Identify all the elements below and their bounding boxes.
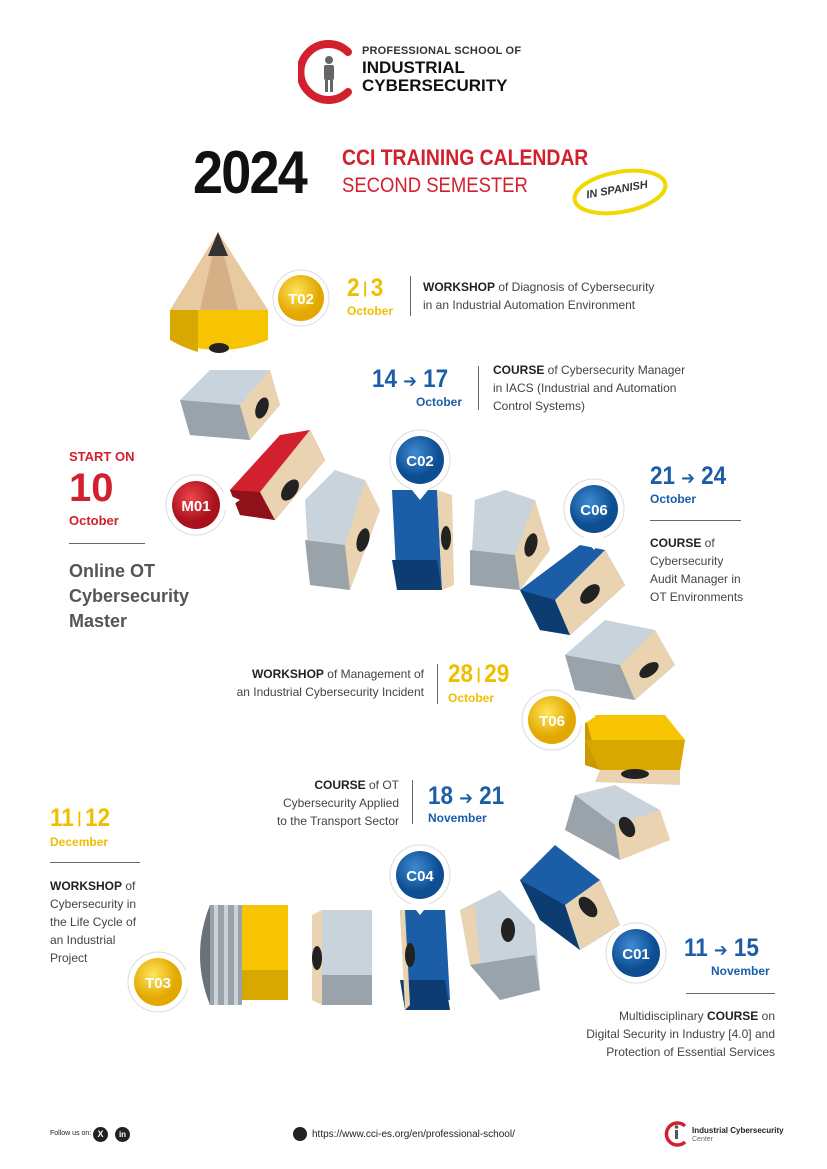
m01-description: Online OT Cybersecurity Master bbox=[69, 561, 190, 631]
t06-description: WORKSHOP of Management of an Industrial C… bbox=[236, 667, 424, 699]
t03-description: WORKSHOP of Cybersecurity in the Life Cycl… bbox=[50, 879, 137, 965]
c02-description: COURSE of Cybersecurity Manager in IACS (… bbox=[493, 363, 686, 413]
c01-description: Multidisciplinary COURSE on Digital Secur… bbox=[586, 1009, 775, 1059]
globe-icon bbox=[293, 1127, 307, 1141]
divider bbox=[650, 520, 741, 521]
divider bbox=[412, 780, 413, 824]
badge-t06: T06 bbox=[521, 689, 596, 751]
svg-text:C06: C06 bbox=[580, 502, 608, 519]
pencil-segment-blue bbox=[520, 545, 625, 635]
pencil-segment bbox=[180, 370, 280, 440]
linkedin-icon[interactable]: in bbox=[115, 1127, 130, 1142]
badge-m01: M01 bbox=[165, 474, 240, 536]
svg-text:C02: C02 bbox=[406, 453, 434, 470]
cci-center-logo bbox=[664, 1121, 687, 1147]
c04-month: November bbox=[428, 811, 487, 825]
pencil-segment bbox=[565, 620, 675, 700]
pencil-segment-red bbox=[230, 430, 325, 520]
follow-label: Follow us on: bbox=[50, 1130, 92, 1137]
c02-dates: 14 ➔ 17 bbox=[372, 365, 449, 393]
school-name-line3: CYBERSECURITY bbox=[362, 76, 508, 95]
svg-text:T06: T06 bbox=[539, 713, 565, 730]
website-link[interactable]: https://www.cci-es.org/en/professional-s… bbox=[312, 1129, 515, 1140]
pencil-segment bbox=[565, 785, 670, 860]
svg-text:T03: T03 bbox=[145, 975, 171, 992]
pencil-segment bbox=[470, 490, 550, 590]
pencil-eraser bbox=[200, 905, 288, 1005]
t02-month: October bbox=[347, 304, 394, 318]
svg-text:C01: C01 bbox=[622, 946, 650, 963]
c06-dates: 21 ➔ 24 bbox=[650, 462, 727, 490]
badge-c02: C02 bbox=[389, 429, 451, 500]
pencil-segment bbox=[305, 470, 380, 590]
semester-subtitle: SECOND SEMESTER bbox=[342, 174, 528, 197]
divider bbox=[410, 276, 411, 316]
school-name-line2: INDUSTRIAL bbox=[362, 58, 465, 77]
c01-month: November bbox=[711, 964, 770, 978]
t02-description: WORKSHOP of Diagnosis of Cybersecurity in… bbox=[423, 280, 655, 312]
svg-text:C04: C04 bbox=[406, 868, 434, 885]
school-name-line1: PROFESSIONAL SCHOOL OF bbox=[362, 45, 522, 57]
center-label: Center bbox=[692, 1136, 714, 1143]
m01-start-label: START ON bbox=[69, 449, 135, 464]
pencil-segment bbox=[460, 890, 540, 1000]
m01-month: October bbox=[69, 513, 119, 528]
divider bbox=[686, 993, 775, 994]
c01-dates: 11 ➔ 15 bbox=[684, 934, 759, 962]
svg-text:M01: M01 bbox=[181, 498, 210, 515]
t03-dates: 11 | 12 bbox=[50, 804, 111, 832]
t06-month: October bbox=[448, 691, 495, 705]
school-logo bbox=[298, 40, 352, 104]
t02-dates: 2 | 3 bbox=[347, 274, 384, 302]
pencil-segment-yellow bbox=[585, 715, 685, 785]
badge-c06: C06 bbox=[563, 478, 625, 550]
pencil-segment-blue bbox=[392, 490, 454, 590]
badge-t03: T03 bbox=[127, 951, 202, 1013]
year-title: 2024 bbox=[193, 139, 308, 206]
c04-description: COURSE of OT Cybersecurity Applied to the … bbox=[276, 778, 399, 828]
badge-c04: C04 bbox=[389, 844, 451, 915]
pencil-segment-blue bbox=[520, 845, 620, 950]
m01-day: 10 bbox=[69, 466, 114, 510]
pencil-tip bbox=[170, 232, 268, 353]
svg-text:T02: T02 bbox=[288, 291, 314, 308]
divider bbox=[437, 664, 438, 704]
divider bbox=[478, 366, 479, 410]
c06-description: COURSE of Cybersecurity Audit Manager in OT… bbox=[650, 536, 744, 604]
pencil-segment bbox=[312, 910, 372, 1005]
badge-t02: T02 bbox=[272, 269, 330, 327]
t03-month: December bbox=[50, 835, 109, 849]
center-name: Industrial Cybersecurity bbox=[692, 1126, 784, 1135]
badge-c01: C01 bbox=[605, 922, 667, 984]
calendar-title: CCI TRAINING CALENDAR bbox=[342, 145, 589, 170]
x-icon[interactable]: X bbox=[93, 1127, 108, 1142]
t06-dates: 28 | 29 bbox=[448, 660, 510, 688]
divider bbox=[50, 862, 140, 863]
pencil-segment-blue bbox=[400, 910, 450, 1010]
c02-month: October bbox=[416, 395, 463, 409]
language-highlight-circle bbox=[572, 168, 668, 216]
divider bbox=[69, 543, 145, 544]
c06-month: October bbox=[650, 492, 697, 506]
c04-dates: 18 ➔ 21 bbox=[428, 782, 505, 810]
